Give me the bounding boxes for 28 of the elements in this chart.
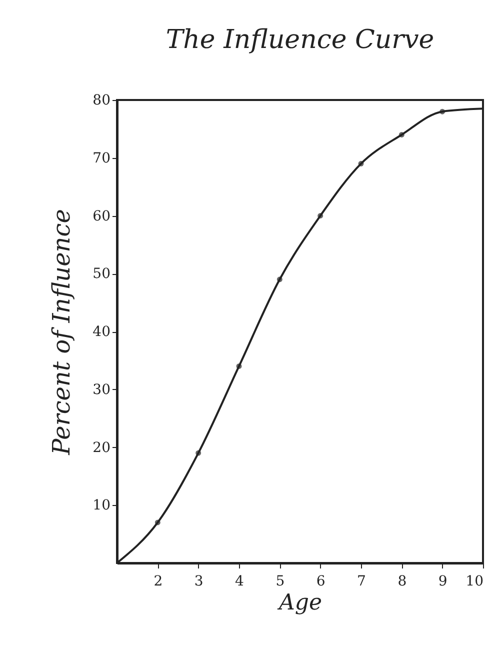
x-tick-label: 3 — [194, 574, 204, 590]
x-tick-label: 7 — [357, 574, 366, 590]
point — [398, 132, 404, 138]
x-tick-label: 6 — [316, 574, 326, 590]
y-axis-title: Percent of Influence — [48, 209, 76, 456]
x-tick-label: 4 — [235, 574, 244, 590]
x-tick-label: 5 — [276, 574, 285, 590]
y-tick-label: 20 — [92, 440, 110, 456]
x-tick-label: 9 — [438, 574, 448, 590]
point — [154, 520, 160, 526]
y-tick-label: 80 — [92, 92, 110, 108]
point — [440, 108, 446, 114]
y-tick-label: 60 — [92, 208, 110, 224]
point — [318, 213, 324, 218]
x-tick-label: 8 — [398, 574, 407, 590]
x-tick-label: 10 — [466, 574, 484, 590]
point — [236, 363, 242, 369]
point — [276, 276, 282, 282]
y-tick-label: 50 — [92, 266, 110, 282]
point — [358, 160, 364, 166]
y-tick-label: 40 — [92, 324, 110, 340]
y-tick-label: 70 — [92, 150, 110, 166]
point — [196, 450, 202, 456]
y-tick-label: 30 — [92, 382, 110, 398]
chart-title: The Influence Curve — [166, 25, 434, 55]
x-axis-title: Age — [277, 590, 322, 616]
y-tick-label: 10 — [92, 498, 110, 514]
x-tick-label: 2 — [154, 574, 163, 590]
